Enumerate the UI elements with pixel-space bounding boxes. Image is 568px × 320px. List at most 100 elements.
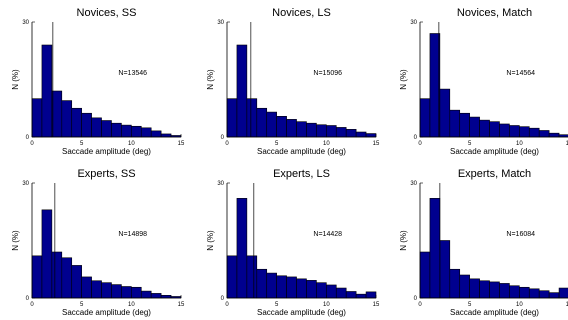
- x-tick-label: 0: [30, 141, 34, 147]
- sample-size-label: N=14898: [118, 231, 147, 238]
- sample-size-label: N=14428: [313, 231, 342, 238]
- histogram-bar: [429, 198, 441, 299]
- histogram-panel: 0 5 10 15 0 30 Experts, Match Saccade amplitude…: [399, 168, 568, 317]
- y-tick-label: 30: [22, 181, 29, 187]
- x-tick-label: 15: [373, 141, 380, 147]
- y-axis-label: N (%): [11, 230, 20, 251]
- x-tick-label: 0: [30, 302, 34, 308]
- x-tick-label: 0: [225, 141, 229, 147]
- histogram-bar: [365, 291, 377, 299]
- x-tick-label: 5: [468, 141, 472, 147]
- histogram-bar: [150, 293, 162, 299]
- histogram-bar: [41, 44, 53, 138]
- histogram-bar: [548, 292, 560, 299]
- histogram-bar: [51, 90, 63, 138]
- histogram-bar: [365, 133, 377, 138]
- histogram-bar: [306, 280, 317, 299]
- x-tick-label: 15: [178, 141, 185, 147]
- histogram-bar: [538, 130, 550, 138]
- histogram-bar: [316, 124, 327, 138]
- histogram-bar: [51, 251, 63, 299]
- x-tick-label: 10: [323, 141, 330, 147]
- histogram-bar: [31, 255, 43, 299]
- histogram-bar: [101, 120, 112, 138]
- histogram-panel: 0 5 10 15 0 30 Novices, SS Saccade amplitude (d…: [11, 7, 185, 156]
- histogram-bar: [286, 119, 297, 138]
- y-tick-label: 30: [410, 20, 417, 26]
- histogram-bar: [266, 111, 277, 138]
- histogram-bar: [558, 287, 568, 299]
- panel-title: Experts, SS: [77, 168, 135, 180]
- x-tick-label: 0: [418, 302, 422, 308]
- histogram-bar: [419, 251, 431, 299]
- histogram-bar: [140, 127, 152, 138]
- x-tick-label: 10: [128, 141, 135, 147]
- histogram-bar: [429, 33, 441, 138]
- y-axis-label: N (%): [206, 69, 215, 90]
- histogram-bar: [548, 132, 560, 138]
- y-tick-label: 0: [414, 296, 418, 302]
- y-tick-label: 30: [410, 181, 417, 187]
- histogram-bar: [236, 44, 248, 138]
- histogram-bar: [519, 126, 530, 138]
- histogram-bar: [326, 284, 337, 299]
- x-tick-label: 10: [516, 302, 523, 308]
- histogram-bar: [489, 281, 500, 299]
- histogram-bar: [499, 283, 510, 299]
- histogram-panel: 0 5 10 15 0 30 Novices, Match Saccade amplitude…: [399, 7, 568, 156]
- x-tick-label: 5: [275, 302, 279, 308]
- histogram-bar: [296, 278, 307, 299]
- histogram-bar: [111, 284, 122, 299]
- histogram-panel: 0 5 10 15 0 30 Experts, SS Saccade amplitude (d…: [11, 168, 185, 317]
- histogram-bar: [150, 130, 162, 138]
- x-tick-label: 15: [566, 141, 568, 147]
- x-tick-label: 15: [566, 302, 568, 308]
- histogram-bar: [121, 124, 132, 138]
- histogram-bar: [355, 293, 367, 299]
- histogram-bar: [489, 121, 500, 138]
- histogram-panel: 0 5 10 15 0 30 Novices, LS Saccade amplitude (d…: [206, 7, 380, 156]
- panel-title: Novices, SS: [77, 7, 137, 19]
- histogram-bar: [276, 275, 287, 299]
- x-tick-label: 10: [323, 302, 330, 308]
- histogram-bar: [81, 276, 92, 299]
- histogram-bar: [419, 98, 431, 138]
- histogram-bar: [306, 122, 317, 138]
- x-axis-label: Saccade amplitude (deg): [450, 308, 539, 317]
- histogram-bar: [140, 290, 152, 299]
- histogram-bar: [528, 127, 540, 138]
- x-tick-label: 10: [128, 302, 135, 308]
- histogram-panel: 0 5 10 15 0 30 Experts, LS Saccade amplitude (d…: [206, 168, 380, 317]
- histogram-bar: [538, 290, 550, 299]
- y-axis-label: N (%): [399, 69, 408, 90]
- histogram-bar: [71, 107, 82, 138]
- histogram-bar: [160, 133, 172, 138]
- histogram-bar: [266, 272, 277, 299]
- histogram-bar: [31, 98, 43, 138]
- histogram-bar: [131, 125, 142, 138]
- y-tick-label: 0: [414, 135, 418, 141]
- y-tick-label: 0: [221, 135, 225, 141]
- histogram-bar: [449, 109, 461, 138]
- histogram-bar: [528, 288, 540, 299]
- sample-size-label: N=16084: [506, 231, 535, 238]
- histogram-bar: [479, 119, 490, 138]
- y-tick-label: 30: [22, 20, 29, 26]
- histogram-bar: [91, 280, 102, 299]
- x-tick-label: 0: [225, 302, 229, 308]
- x-tick-label: 15: [373, 302, 380, 308]
- x-tick-label: 5: [80, 302, 84, 308]
- histogram-bar: [509, 285, 520, 299]
- histogram-bar: [449, 268, 461, 299]
- histogram-bar: [326, 125, 337, 138]
- histogram-bar: [236, 198, 248, 299]
- x-axis-label: Saccade amplitude (deg): [450, 147, 539, 156]
- y-axis-label: N (%): [206, 230, 215, 251]
- histogram-bar: [61, 257, 73, 299]
- x-tick-label: 15: [178, 302, 185, 308]
- panel-title: Experts, LS: [273, 168, 330, 180]
- y-tick-label: 0: [221, 296, 225, 302]
- histogram-bar: [335, 127, 347, 138]
- histogram-bar: [111, 122, 122, 138]
